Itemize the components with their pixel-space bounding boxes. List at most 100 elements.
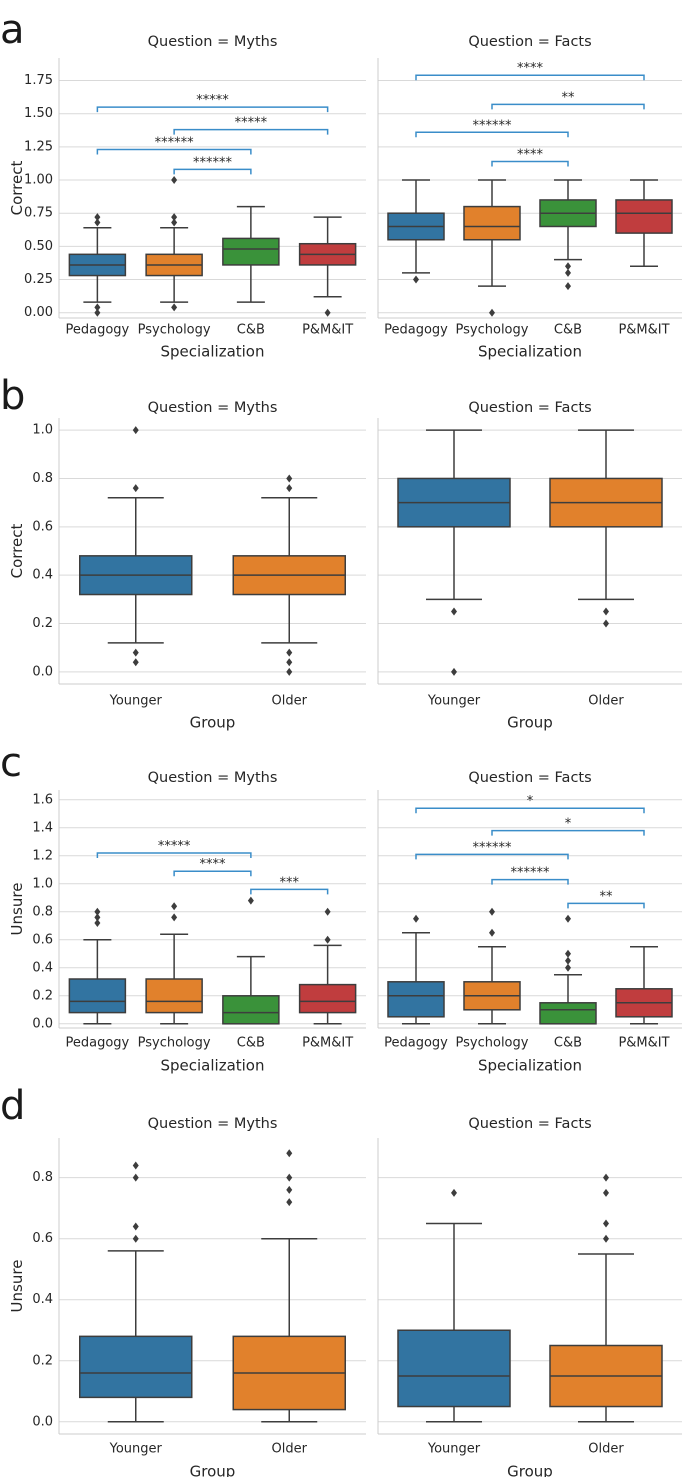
- y-tick-label: 0.0: [32, 1016, 53, 1031]
- bracket-line: [567, 902, 645, 909]
- outlier-point: [94, 913, 101, 922]
- panel-d: d Unsure 0.0 0.2 0.4 0.6 0.8 Question = Myths Yo…: [0, 1083, 682, 1477]
- facet-title: Question = Facts: [468, 770, 591, 786]
- box-0: [397, 429, 511, 676]
- box-0: [68, 907, 127, 1025]
- facet-facts: Question = Facts Younger Older Group: [377, 1116, 682, 1477]
- box-0: [387, 914, 445, 1025]
- significance-bracket: **: [567, 889, 645, 909]
- panel-letter: b: [0, 373, 25, 419]
- y-tick-label: 0.2: [32, 1353, 53, 1368]
- box-2: [222, 205, 280, 303]
- significance-bracket: ***: [250, 875, 329, 895]
- outlier-point: [286, 1173, 293, 1182]
- x-tick-label: P&M&IT: [618, 1036, 669, 1051]
- outlier-point: [565, 914, 571, 923]
- y-tick-label: 1.0: [32, 876, 53, 891]
- outlier-point: [565, 949, 571, 958]
- significance-bracket: ******: [491, 866, 569, 885]
- box-body: [387, 981, 445, 1018]
- box-body: [222, 995, 280, 1025]
- outlier-point: [451, 607, 457, 616]
- box-2: [539, 914, 597, 1025]
- y-tick-label: 0.6: [32, 519, 53, 534]
- significance-label: ****: [200, 857, 227, 872]
- y-axis-label: Unsure: [8, 883, 26, 936]
- bracket-line: [415, 807, 645, 814]
- bracket-line: [173, 870, 252, 877]
- y-tick-label: 0.4: [32, 960, 53, 975]
- outlier-point: [132, 1222, 139, 1231]
- significance-bracket: *****: [96, 839, 252, 858]
- facet-facts: Question = Facts Pedagogy Psychology C&B P&M…: [377, 34, 682, 361]
- x-tick-label: Psychology: [138, 323, 211, 338]
- box-body: [397, 1329, 511, 1408]
- outlier-point: [94, 303, 101, 312]
- x-tick-label: Older: [588, 1442, 624, 1457]
- significance-label: ******: [473, 840, 513, 855]
- outlier-point: [132, 648, 139, 657]
- box-3: [298, 216, 357, 317]
- outlier-point: [565, 963, 571, 972]
- outlier-point: [132, 1173, 139, 1182]
- bracket-line: [491, 829, 645, 836]
- box-0: [397, 1188, 511, 1423]
- box-2: [222, 896, 280, 1025]
- x-tick-label: Pedagogy: [384, 323, 448, 338]
- y-tick-label: 0.2: [32, 616, 53, 631]
- x-tick-label: P&M&IT: [302, 323, 353, 338]
- outlier-point: [132, 484, 139, 493]
- outlier-point: [324, 935, 331, 944]
- outlier-point: [94, 919, 101, 927]
- x-tick-label: P&M&IT: [302, 1036, 353, 1051]
- box-1: [549, 429, 663, 628]
- y-tick-label: 1.0: [32, 423, 53, 438]
- y-tick-label: 1.50: [24, 106, 53, 121]
- bracket-line: [96, 852, 252, 858]
- bracket-line: [491, 103, 645, 110]
- y-tick-label: 1.75: [24, 73, 53, 88]
- facet-myths: 0.0 0.2 0.4 0.6 0.8 Question = Myths Younger Ol…: [32, 1116, 366, 1477]
- x-tick-label: Younger: [427, 1442, 481, 1457]
- panel-letter: d: [0, 1083, 25, 1129]
- box-0: [79, 1161, 193, 1423]
- y-tick-label: 0.25: [24, 272, 53, 287]
- significance-label: ****: [517, 61, 544, 76]
- x-tick-label: C&B: [554, 1036, 582, 1051]
- significance-label: *****: [196, 93, 229, 108]
- x-tick-label: Younger: [109, 1442, 163, 1457]
- bracket-line: [250, 888, 329, 895]
- significance-bracket: ****: [415, 61, 645, 81]
- panel-letter: c: [0, 740, 22, 786]
- x-tick-label: Psychology: [138, 1036, 211, 1051]
- facet-myths: 0.0 0.2 0.4 0.6 0.8 1.0 1.2 1.4 1.6 Question = My…: [32, 770, 366, 1075]
- x-axis-label: Specialization: [478, 343, 582, 361]
- panel-c: c Unsure 0.0 0.2 0.4 0.6 0.8 1.0 1.2 1.4 1.6 Questi…: [0, 740, 682, 1075]
- significance-label: *: [527, 794, 534, 809]
- outlier-point: [324, 308, 331, 317]
- outlier-point: [565, 268, 571, 277]
- outlier-point: [94, 218, 101, 227]
- outlier-point: [451, 667, 457, 676]
- outlier-point: [489, 907, 495, 916]
- x-tick-label: Older: [588, 694, 624, 709]
- y-axis-label: Correct: [8, 161, 26, 216]
- y-tick-label: 0.6: [32, 1231, 53, 1246]
- significance-label: ******: [193, 155, 233, 170]
- bracket-line: [415, 131, 569, 138]
- y-axis-label: Correct: [8, 524, 26, 579]
- box-0: [387, 179, 445, 284]
- bracket-line: [96, 148, 252, 155]
- x-tick-label: C&B: [237, 323, 265, 338]
- box-1: [463, 907, 521, 1025]
- outlier-point: [286, 667, 293, 676]
- box-3: [615, 946, 673, 1025]
- outlier-point: [603, 1219, 609, 1228]
- facet-title: Question = Facts: [468, 1116, 591, 1132]
- y-tick-label: 0.50: [24, 239, 53, 254]
- outlier-point: [451, 1188, 457, 1197]
- bracket-line: [491, 878, 569, 885]
- panel-a: a Correct 0.00 0.25 0.50 0.75 1.00 1.25 1.50 1.75…: [0, 7, 682, 361]
- y-tick-label: 0.00: [24, 305, 53, 320]
- outlier-point: [171, 303, 178, 312]
